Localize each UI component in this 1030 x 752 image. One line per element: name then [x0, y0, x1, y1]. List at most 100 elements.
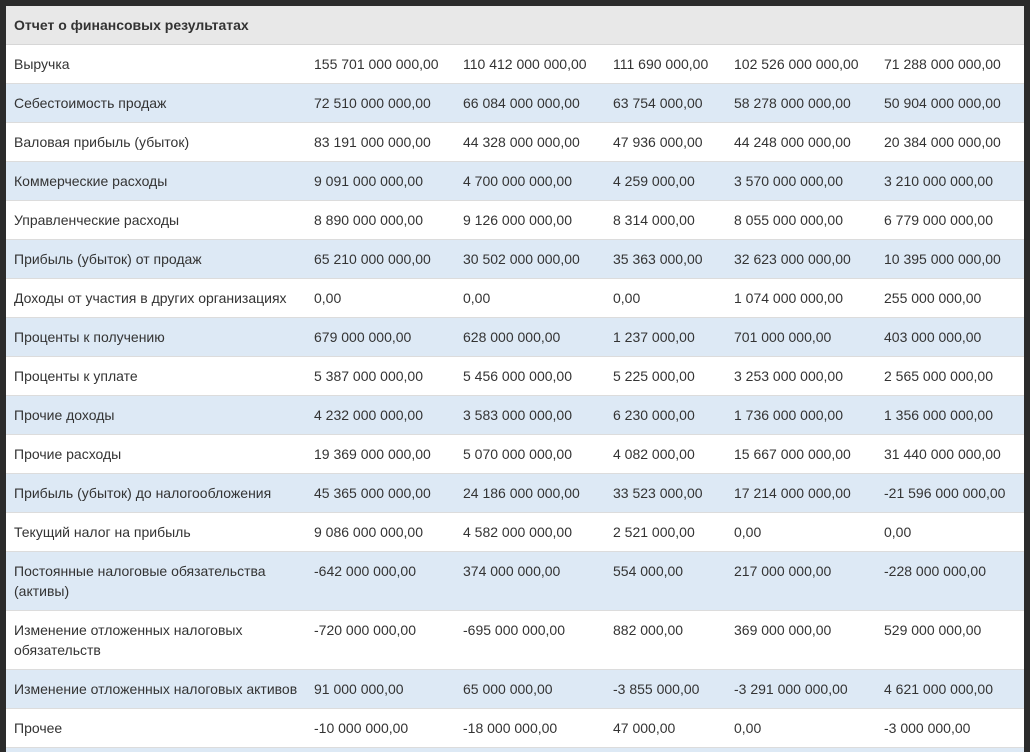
- value-cell: 72 510 000 000,00: [306, 83, 455, 123]
- table-row: Доходы от участия в других организациях 0…: [6, 278, 1024, 318]
- value-cell: 8 890 000 000,00: [306, 200, 455, 240]
- value-cell: 20 384 000 000,00: [876, 122, 1024, 162]
- value-cell: 4 700 000 000,00: [455, 161, 605, 201]
- table-row: Прочие доходы 4 232 000 000,00 3 583 000 0…: [6, 395, 1024, 435]
- value-cell: 33 523 000,00: [605, 473, 726, 513]
- value-cell: 3 583 000 000,00: [455, 395, 605, 435]
- value-cell: 0,00: [726, 512, 876, 552]
- value-cell: 679 000 000,00: [306, 317, 455, 357]
- value-cell: -3 855 000,00: [605, 669, 726, 709]
- value-cell: 58 278 000 000,00: [726, 83, 876, 123]
- value-cell: 5 070 000 000,00: [455, 434, 605, 474]
- row-label: Валовая прибыль (убыток): [6, 122, 306, 162]
- value-cell: 554 000,00: [605, 551, 726, 611]
- table-row: Прочее -10 000 000,00 -18 000 000,00 47 000…: [6, 708, 1024, 748]
- value-cell: 1 356 000 000,00: [876, 395, 1024, 435]
- value-cell: 2 565 000 000,00: [876, 356, 1024, 396]
- value-cell: 4 082 000,00: [605, 434, 726, 474]
- value-cell: -695 000 000,00: [455, 610, 605, 670]
- table-row: Прибыль (убыток) до налогообложения 45 36…: [6, 473, 1024, 513]
- value-cell: 5 225 000,00: [605, 356, 726, 396]
- value-cell: 3 570 000 000,00: [726, 161, 876, 201]
- value-cell: 4 259 000,00: [605, 161, 726, 201]
- table-row: Проценты к получению 679 000 000,00 628 00…: [6, 317, 1024, 357]
- row-label: Себестоимость продаж: [6, 83, 306, 123]
- value-cell: 91 000 000,00: [306, 669, 455, 709]
- value-cell: -3 000 000,00: [876, 708, 1024, 748]
- row-label: Прочие расходы: [6, 434, 306, 474]
- value-cell: 0,00: [876, 512, 1024, 552]
- value-cell: 45 365 000 000,00: [306, 473, 455, 513]
- table-row: Изменение отложенных налоговых обязатель…: [6, 610, 1024, 670]
- value-cell: 44 248 000 000,00: [726, 122, 876, 162]
- value-cell: 3 210 000 000,00: [876, 161, 1024, 201]
- value-cell: 47 936 000,00: [605, 122, 726, 162]
- value-cell: 35 363 000,00: [605, 239, 726, 279]
- value-cell: 155 701 000 000,00: [306, 44, 455, 84]
- value-cell: 47 000,00: [605, 708, 726, 748]
- value-cell: 5 387 000 000,00: [306, 356, 455, 396]
- value-cell: 9 126 000 000,00: [455, 200, 605, 240]
- value-cell: 0,00: [726, 708, 876, 748]
- value-cell: 369 000 000,00: [726, 610, 876, 670]
- value-cell: 63 754 000,00: [605, 83, 726, 123]
- row-label: Прочее: [6, 708, 306, 748]
- value-cell: 111 690 000,00: [605, 44, 726, 84]
- value-cell: 31 440 000 000,00: [876, 434, 1024, 474]
- value-cell: 529 000 000,00: [876, 610, 1024, 670]
- row-label: Коммерческие расходы: [6, 161, 306, 201]
- value-cell: 0,00: [455, 278, 605, 318]
- table-row: Выручка 155 701 000 000,00 110 412 000 000…: [6, 44, 1024, 84]
- value-cell: 255 000 000,00: [876, 278, 1024, 318]
- value-cell: 1 736 000 000,00: [726, 395, 876, 435]
- table-row: Постоянные налоговые обязательства (акти…: [6, 551, 1024, 611]
- value-cell: 13 554 000 000,00: [726, 747, 876, 752]
- value-cell: 102 526 000 000,00: [726, 44, 876, 84]
- value-cell: 24 186 000 000,00: [455, 473, 605, 513]
- value-cell: -228 000 000,00: [876, 551, 1024, 611]
- value-cell: 1 237 000,00: [605, 317, 726, 357]
- row-label: Прибыль (убыток) до налогообложения: [6, 473, 306, 513]
- value-cell: 3 253 000 000,00: [726, 356, 876, 396]
- table-row: Прибыль (убыток) от продаж 65 210 000 000…: [6, 239, 1024, 279]
- value-cell: 6 779 000 000,00: [876, 200, 1024, 240]
- value-cell: 701 000 000,00: [726, 317, 876, 357]
- row-label: Управленческие расходы: [6, 200, 306, 240]
- financial-results-table: Отчет о финансовых результатах Выручка 15…: [6, 6, 1024, 752]
- row-label: Чистая прибыль (убыток): [6, 747, 306, 752]
- value-cell: 4 621 000 000,00: [876, 669, 1024, 709]
- value-cell: 9 086 000 000,00: [306, 512, 455, 552]
- value-cell: 403 000 000,00: [876, 317, 1024, 357]
- row-label: Изменение отложенных налоговых обязатель…: [6, 610, 306, 670]
- value-cell: 26 218 000,00: [605, 747, 726, 752]
- row-label: Прочие доходы: [6, 395, 306, 435]
- value-cell: 30 502 000 000,00: [455, 239, 605, 279]
- value-cell: 17 214 000 000,00: [726, 473, 876, 513]
- row-label: Проценты к получению: [6, 317, 306, 357]
- value-cell: 18 956 000 000,00: [455, 747, 605, 752]
- value-cell: -17 501 000 000,00: [876, 747, 1024, 752]
- value-cell: 2 521 000,00: [605, 512, 726, 552]
- value-cell: 8 314 000,00: [605, 200, 726, 240]
- row-label: Проценты к уплате: [6, 356, 306, 396]
- table-row: Себестоимость продаж 72 510 000 000,00 66 …: [6, 83, 1024, 123]
- value-cell: -720 000 000,00: [306, 610, 455, 670]
- table-row: Управленческие расходы 8 890 000 000,00 9 …: [6, 200, 1024, 240]
- report-panel: Отчет о финансовых результатах Выручка 15…: [6, 6, 1024, 752]
- table-row: Прочие расходы 19 369 000 000,00 5 070 000…: [6, 434, 1024, 474]
- value-cell: 71 288 000 000,00: [876, 44, 1024, 84]
- value-cell: 19 369 000 000,00: [306, 434, 455, 474]
- table-row: Проценты к уплате 5 387 000 000,00 5 456 0…: [6, 356, 1024, 396]
- value-cell: 0,00: [605, 278, 726, 318]
- value-cell: 0,00: [306, 278, 455, 318]
- table-row: Коммерческие расходы 9 091 000 000,00 4 70…: [6, 161, 1024, 201]
- table-row: Чистая прибыль (убыток)35 640 000 000,00…: [6, 747, 1024, 752]
- value-cell: -642 000 000,00: [306, 551, 455, 611]
- row-label: Прибыль (убыток) от продаж: [6, 239, 306, 279]
- value-cell: 882 000,00: [605, 610, 726, 670]
- value-cell: 66 084 000 000,00: [455, 83, 605, 123]
- row-label: Постоянные налоговые обязательства (акти…: [6, 551, 306, 611]
- row-label: Выручка: [6, 44, 306, 84]
- row-label: Доходы от участия в других организациях: [6, 278, 306, 318]
- value-cell: 10 395 000 000,00: [876, 239, 1024, 279]
